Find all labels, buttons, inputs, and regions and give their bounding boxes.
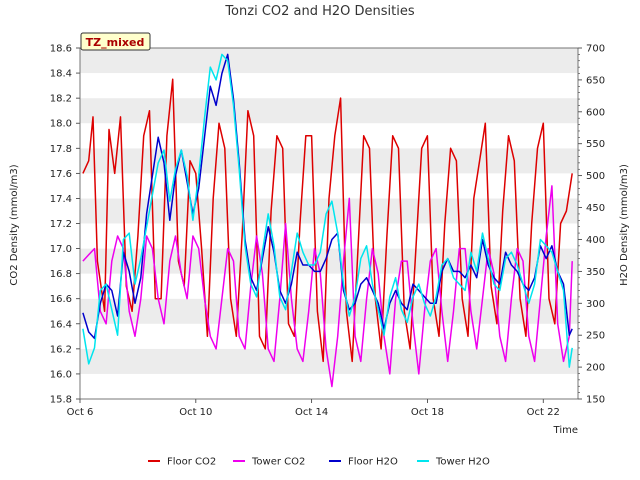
y-left-tick-label: 16.8 bbox=[50, 269, 72, 280]
y-left-tick-label: 17.4 bbox=[50, 194, 72, 205]
legend-entry: Tower CO2 bbox=[251, 457, 305, 468]
y-left-tick-label: 16.0 bbox=[50, 369, 72, 380]
y-left-tick-label: 17.6 bbox=[50, 169, 72, 180]
series-line-tower-h2o bbox=[82, 53, 573, 368]
y-right-tick-label: 300 bbox=[586, 299, 605, 310]
y-right-axis-label: H2O Density (mmol/m3) bbox=[619, 164, 630, 286]
y-left-tick-label: 17.0 bbox=[50, 244, 72, 255]
grid-band bbox=[80, 298, 578, 324]
y-right-tick-label: 350 bbox=[586, 267, 605, 278]
y-right-tick-label: 700 bbox=[586, 44, 605, 55]
plot-bands bbox=[80, 48, 578, 399]
y-left-tick-label: 17.8 bbox=[50, 144, 72, 155]
y-right-tick-label: 400 bbox=[586, 235, 605, 246]
y-left-axis-label: CO2 Density (mmol/m3) bbox=[9, 164, 20, 285]
grid-band bbox=[80, 123, 578, 149]
chart-title: Tonzi CO2 and H2O Densities bbox=[224, 4, 415, 19]
y-right-axis: 150 200 250 300 350 400 450 500 550 600 650 700 bbox=[578, 44, 605, 406]
y-left-tick-label: 18.2 bbox=[50, 94, 72, 105]
y-right-tick-label: 250 bbox=[586, 331, 605, 342]
legend: Floor CO2 Tower CO2 Floor H2O Tower H2O bbox=[148, 457, 490, 468]
y-left-tick-label: 17.2 bbox=[50, 219, 72, 230]
y-left-tick-label: 18.6 bbox=[50, 44, 72, 55]
series-line-floor-h2o bbox=[82, 53, 573, 340]
grid-band bbox=[80, 98, 578, 124]
grid-band bbox=[80, 373, 578, 399]
x-tick-label: Oct 6 bbox=[67, 407, 94, 418]
y-left-tick-label: 18.4 bbox=[50, 69, 72, 80]
grid-band bbox=[80, 48, 578, 74]
y-right-tick-label: 600 bbox=[586, 107, 605, 118]
y-left-tick-label: 15.8 bbox=[50, 395, 72, 406]
y-right-tick-label: 200 bbox=[586, 363, 605, 374]
legend-entry: Tower H2O bbox=[435, 457, 490, 468]
y-right-tick-label: 550 bbox=[586, 139, 605, 150]
y-left-tick-label: 18.0 bbox=[50, 119, 72, 130]
grid-band bbox=[80, 73, 578, 99]
grid-band bbox=[80, 323, 578, 349]
x-tick-label: Oct 14 bbox=[295, 407, 328, 418]
y-right-tick-label: 150 bbox=[586, 395, 605, 406]
x-axis: Oct 6 Oct 10 Oct 14 Oct 18 Oct 22 bbox=[67, 399, 560, 418]
x-tick-label: Oct 22 bbox=[527, 407, 560, 418]
y-left-tick-label: 16.4 bbox=[50, 319, 72, 330]
grid-band bbox=[80, 223, 578, 249]
y-right-tick-label: 450 bbox=[586, 203, 605, 214]
y-left-tick-label: 16.2 bbox=[50, 344, 72, 355]
legend-entry: Floor H2O bbox=[348, 457, 398, 468]
x-tick-label: Oct 18 bbox=[411, 407, 444, 418]
series-line-tower-co2 bbox=[82, 185, 573, 388]
y-left-tick-label: 16.6 bbox=[50, 294, 72, 305]
x-axis-label: Time bbox=[553, 425, 578, 436]
x-tick-label: Oct 10 bbox=[179, 407, 212, 418]
legend-entry: Floor CO2 bbox=[167, 457, 216, 468]
y-right-tick-label: 650 bbox=[586, 75, 605, 86]
y-left-axis: 15.8 16.0 16.2 16.4 16.6 16.8 17.0 17.2 17.4 17.6… bbox=[50, 44, 80, 406]
plot-frame bbox=[79, 47, 579, 400]
series-lines bbox=[82, 53, 573, 388]
y-right-tick-label: 500 bbox=[586, 171, 605, 182]
site-label: TZ_mixed bbox=[86, 36, 145, 49]
site-label-box: TZ_mixed bbox=[80, 32, 151, 51]
